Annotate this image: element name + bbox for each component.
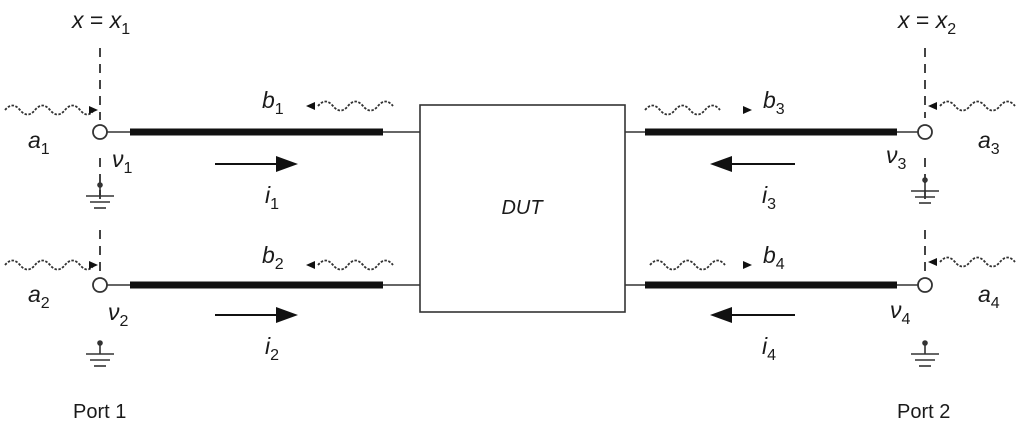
current-arrow-4-icon [710, 307, 795, 323]
wave-a2-icon [4, 259, 98, 271]
reference-plane-x1-label: x = x1 [71, 7, 130, 38]
label-v2: ν2 [108, 299, 129, 330]
ground-2-icon [86, 340, 114, 367]
wave-b3-icon [644, 104, 752, 116]
current-arrow-3-icon [710, 156, 795, 172]
label-b1: b1 [262, 87, 284, 118]
wave-a3-icon [928, 100, 1016, 112]
label-b4: b4 [763, 242, 785, 273]
port-2-label: Port 2 [897, 401, 950, 423]
ground-4-icon [911, 340, 939, 367]
terminal-4 [917, 277, 933, 293]
terminal-3 [917, 124, 933, 140]
current-arrow-2-icon [215, 307, 298, 323]
label-v3: ν3 [886, 142, 907, 173]
wave-a1-icon [4, 104, 98, 116]
terminal-2 [92, 277, 108, 293]
label-a3: a3 [978, 127, 1000, 158]
ground-1-icon [86, 182, 114, 209]
dut-box [419, 104, 626, 313]
port-1-label: Port 1 [73, 401, 126, 423]
label-a4: a4 [978, 281, 1000, 312]
terminal-1 [92, 124, 108, 140]
wave-a4-icon [928, 256, 1016, 268]
label-i4: i4 [762, 333, 776, 364]
label-v1: ν1 [112, 146, 133, 177]
label-i3: i3 [762, 182, 776, 213]
label-a1: a1 [28, 127, 50, 158]
current-arrow-1-icon [215, 156, 298, 172]
wave-b1-icon [306, 100, 394, 112]
label-b2: b2 [262, 242, 284, 273]
dut-label: DUT [501, 197, 544, 219]
wave-b2-icon [306, 259, 394, 271]
label-i2: i2 [265, 333, 279, 364]
label-b3: b3 [763, 87, 785, 118]
label-a2: a2 [28, 281, 50, 312]
reference-plane-x2-label: x = x2 [897, 7, 956, 38]
label-i1: i1 [265, 182, 279, 213]
ground-3-icon [911, 177, 939, 204]
label-v4: ν4 [890, 297, 911, 328]
wave-b4-icon [649, 259, 752, 271]
